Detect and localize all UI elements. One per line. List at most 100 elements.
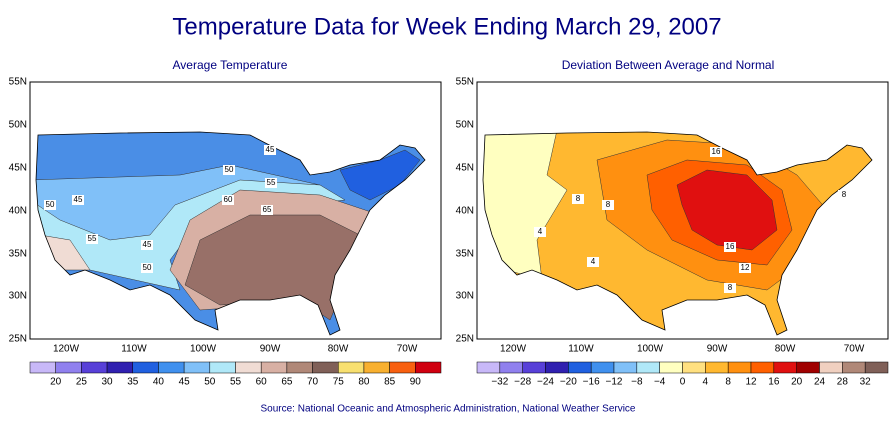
- contour-label-bg: [223, 165, 235, 175]
- lat-label: 50N: [9, 120, 27, 131]
- colorbar-swatch: [773, 361, 797, 374]
- contour-label: 55: [88, 234, 97, 243]
- contour-label-bg: [724, 283, 736, 293]
- colorbar-swatch: [235, 361, 262, 374]
- lat-label: 30N: [9, 291, 27, 302]
- lat-label: 40N: [456, 206, 474, 217]
- lat-label: 45N: [456, 163, 474, 174]
- lon-label: 120W: [53, 344, 80, 355]
- lon-label: 110W: [568, 344, 594, 355]
- colorbar-label: 28: [837, 377, 849, 388]
- colorbar-swatch: [260, 361, 288, 374]
- lon-label: 90W: [260, 344, 281, 355]
- lon-label: 70W: [397, 344, 418, 355]
- lon-label: 100W: [637, 344, 664, 355]
- lon-label: 80W: [328, 344, 349, 355]
- map-panel: 55N 50N 45N 40N 35N 30N 25N 120W 110W 100W 90W 80W 7…: [9, 77, 442, 388]
- lon-label: 70W: [844, 344, 865, 355]
- colorbar-label: 55: [230, 377, 242, 388]
- us-outline: [35, 131, 426, 336]
- colorbar-swatch: [209, 361, 236, 374]
- map-panel: 55N 50N 45N 40N 35N 30N 25N 120W 110W 100W 90W 80W 7…: [456, 77, 889, 388]
- colorbar-label: −32: [491, 377, 508, 388]
- contour-label-bg: [587, 257, 599, 267]
- region: [339, 149, 421, 201]
- colorbar-label: 4: [703, 377, 709, 388]
- colorbar-label: 32: [860, 377, 872, 388]
- panel-title: Average Temperature: [173, 58, 288, 72]
- contour-label-bg: [572, 194, 584, 204]
- colorbar-swatch: [415, 361, 442, 374]
- contour-label: 4: [591, 257, 596, 266]
- contour-label: 50: [225, 165, 234, 174]
- colorbar-swatch: [363, 361, 390, 374]
- colorbar-swatch: [590, 361, 615, 374]
- colorbar-swatch: [286, 361, 313, 374]
- contour-label: 16: [712, 147, 721, 156]
- colorbar-swatch: [659, 361, 683, 374]
- colorbar-label: −24: [537, 377, 554, 388]
- colorbar-label: −12: [606, 377, 623, 388]
- contour-label: 4: [538, 227, 543, 236]
- colorbar-label: 70: [307, 377, 319, 388]
- contour-label-bg: [222, 195, 234, 205]
- lon-label: 90W: [707, 344, 728, 355]
- colorbar-label: 75: [333, 377, 345, 388]
- colorbar-label: 85: [384, 377, 396, 388]
- contour-label: 8: [842, 190, 847, 199]
- colorbar-label: 30: [102, 377, 114, 388]
- colorbar-label: 20: [791, 377, 803, 388]
- lon-label: 120W: [500, 344, 527, 355]
- colorbar-label: 60: [256, 377, 268, 388]
- colorbar-swatch: [568, 361, 592, 374]
- colorbar-swatch: [636, 361, 660, 374]
- colorbar-label: −8: [631, 377, 643, 388]
- colorbar-label: −20: [560, 377, 577, 388]
- contour-label: 60: [224, 195, 233, 204]
- colorbar-swatch: [842, 361, 866, 374]
- contour-label-bg: [44, 200, 56, 210]
- lat-label: 40N: [9, 206, 27, 217]
- contour-label-bg: [261, 205, 273, 215]
- contour-label: 8: [606, 200, 611, 209]
- contour-label: 50: [143, 263, 152, 272]
- colorbar-swatch: [499, 361, 523, 374]
- colorbar-label: 16: [768, 377, 780, 388]
- colorbar-swatch: [312, 361, 339, 374]
- colorbar-swatch: [158, 361, 185, 374]
- contour-label: 45: [266, 145, 275, 154]
- colorbar-label: −4: [654, 377, 666, 388]
- lat-label: 55N: [456, 77, 474, 88]
- contour-label: 8: [576, 194, 581, 203]
- contour-label-bg: [602, 200, 614, 210]
- lat-label: 45N: [9, 163, 27, 174]
- region: [676, 169, 778, 251]
- panel-title: Deviation Between Average and Normal: [562, 58, 775, 72]
- colorbar-label: 50: [204, 377, 216, 388]
- source: Source: National Oceanic and Atmospheric…: [260, 404, 635, 415]
- colorbar-swatch: [705, 361, 729, 374]
- contour-label-bg: [72, 195, 84, 205]
- colorbar-swatch: [106, 361, 133, 374]
- colorbar-label: −16: [583, 377, 600, 388]
- colorbar-swatch: [819, 361, 843, 374]
- colorbar-swatch: [55, 361, 82, 374]
- colorbar-swatch: [727, 361, 752, 374]
- colorbar-label: 80: [358, 377, 370, 388]
- colorbar-label: 12: [745, 377, 757, 388]
- lat-label: 25N: [456, 334, 474, 345]
- colorbar-label: 8: [725, 377, 731, 388]
- contour-label-bg: [264, 145, 276, 155]
- colorbar-label: 35: [127, 377, 139, 388]
- lon-label: 110W: [121, 344, 147, 355]
- colorbar-label: 90: [410, 377, 422, 388]
- colorbar-label: 0: [680, 377, 686, 388]
- lat-label: 35N: [9, 249, 27, 260]
- colorbar-swatch: [81, 361, 108, 374]
- lat-label: 25N: [9, 334, 27, 345]
- colorbar-swatch: [522, 361, 546, 374]
- lat-label: 50N: [456, 120, 474, 131]
- colorbar-swatch: [545, 361, 569, 374]
- contour-label-bg: [739, 263, 751, 273]
- contour-label: 65: [263, 205, 272, 214]
